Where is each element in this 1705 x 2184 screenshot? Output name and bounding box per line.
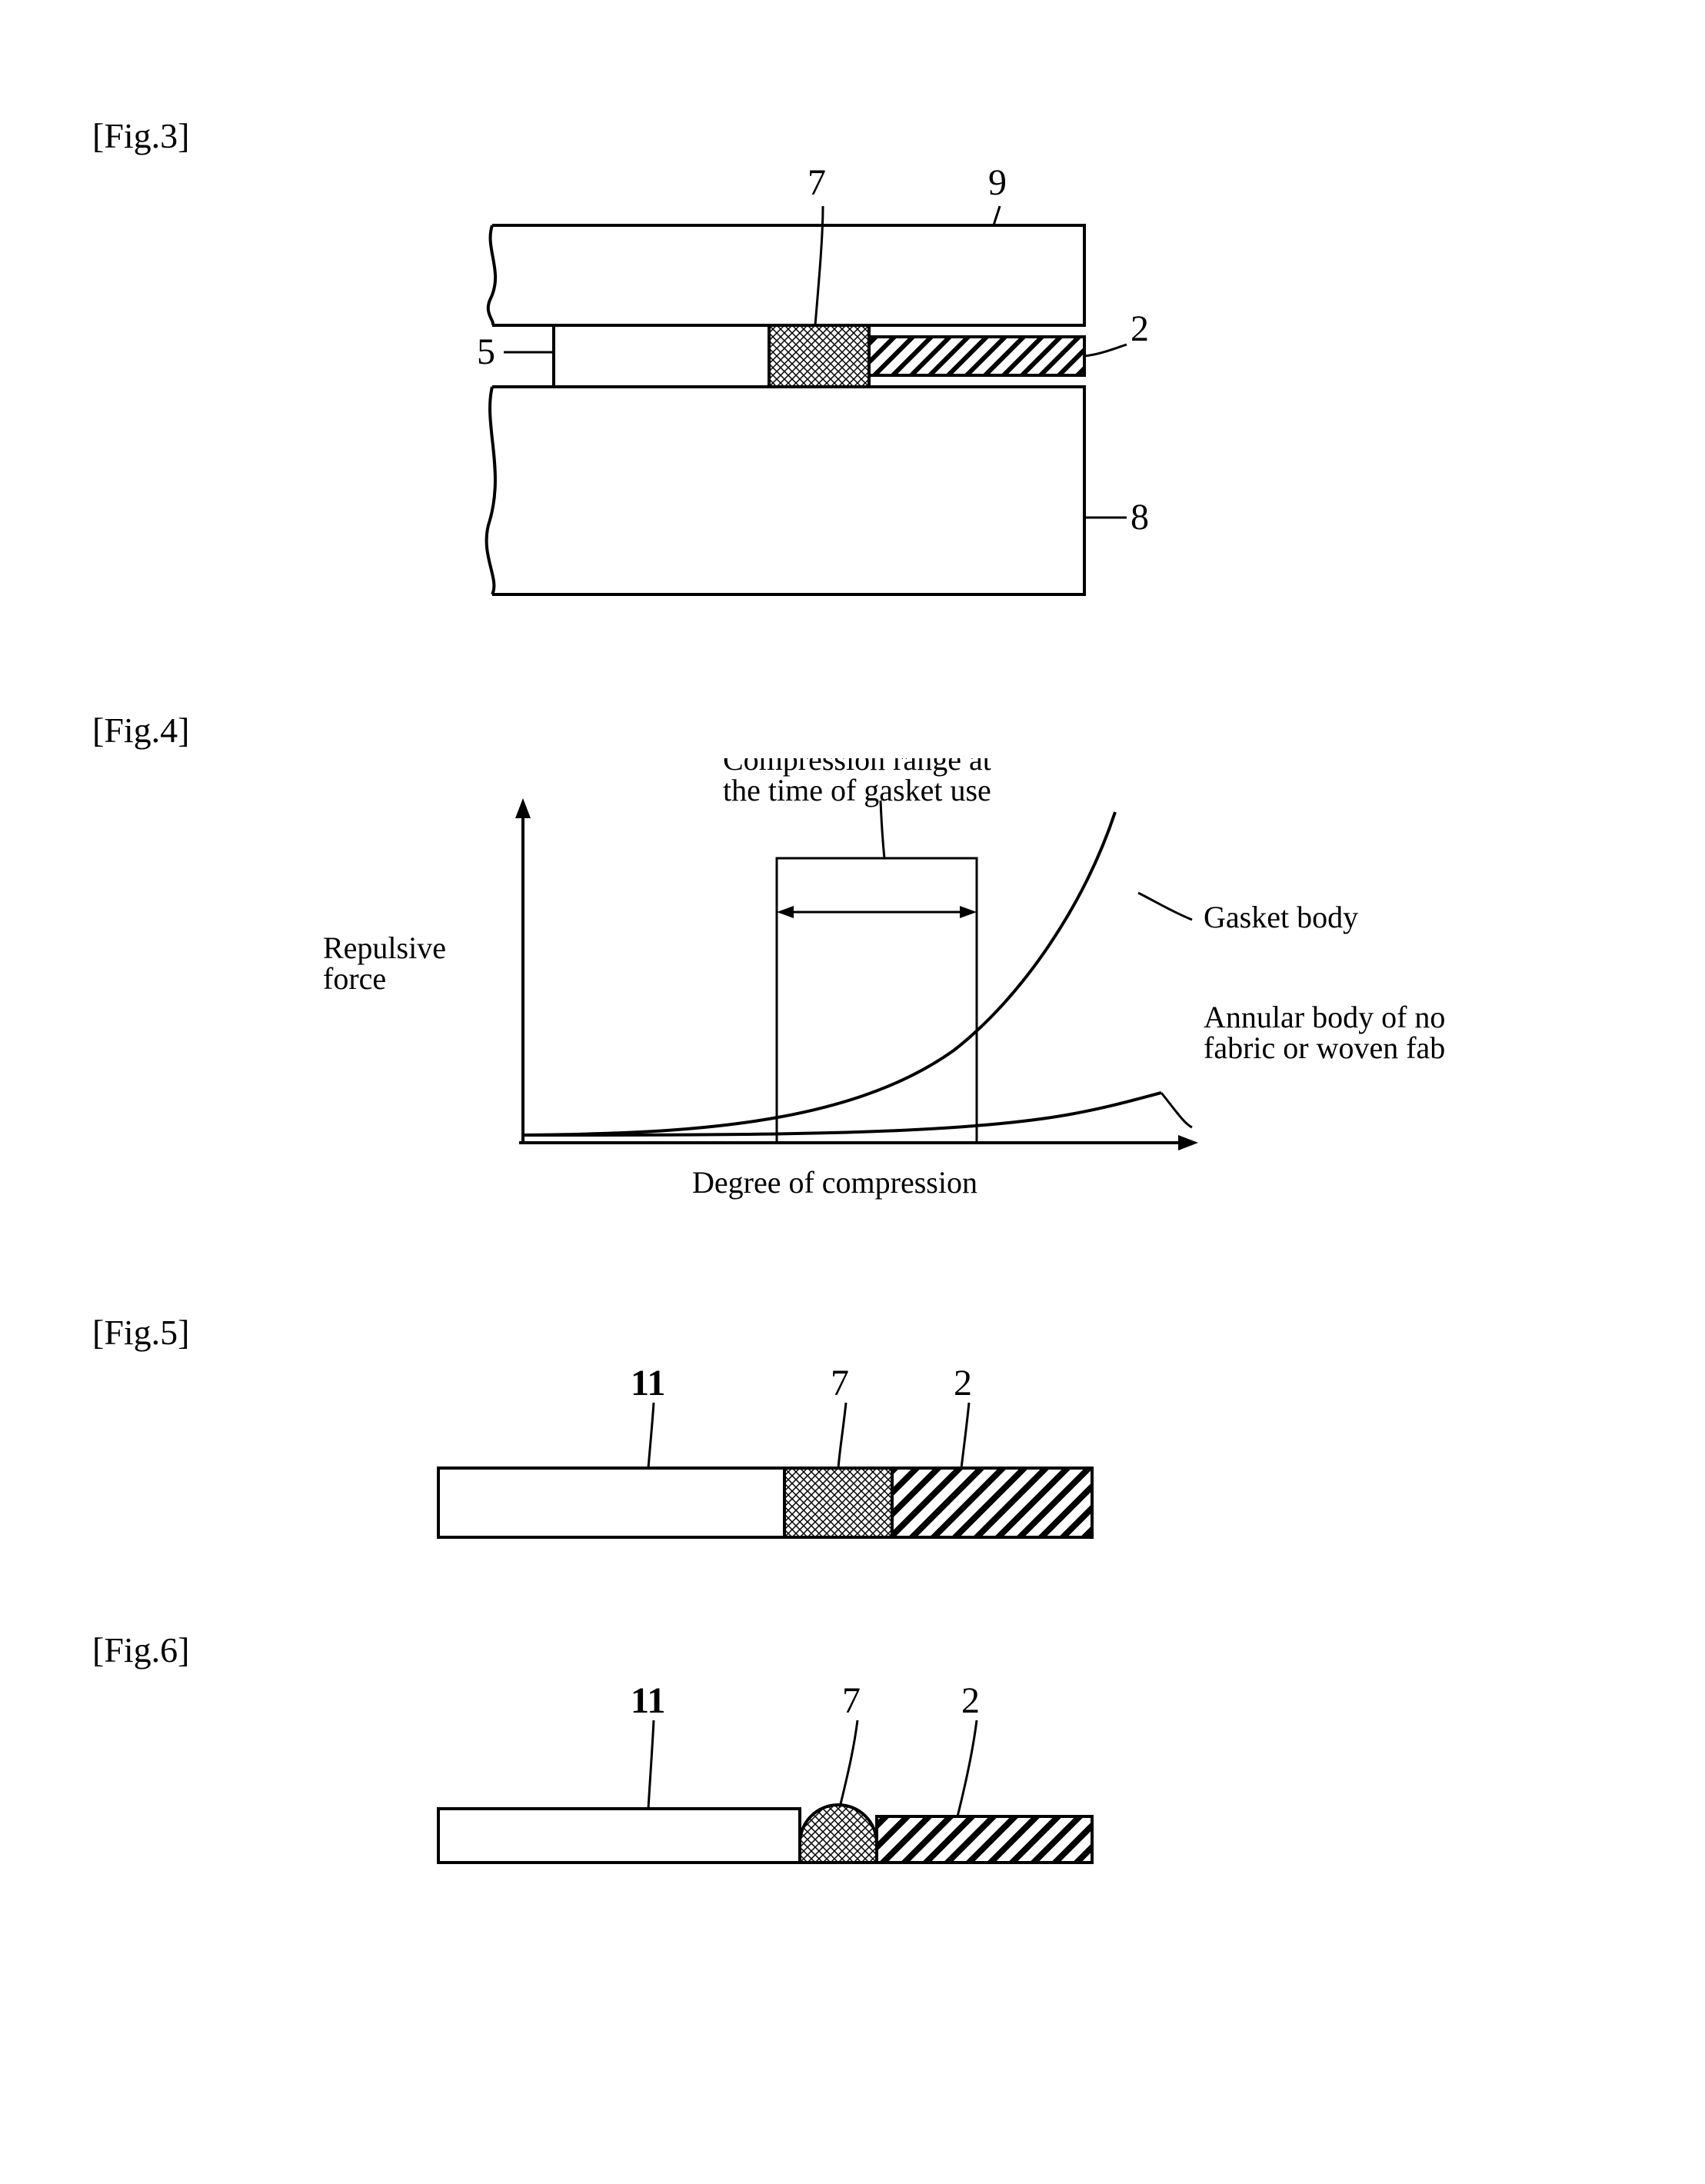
figure-4: Compression range at the time of gasket … xyxy=(292,758,1369,1243)
leadout-label-7: 7 xyxy=(831,1363,849,1403)
annular-2 xyxy=(892,1468,1092,1537)
leadout-label-2: 2 xyxy=(961,1680,980,1721)
leadout-label-7: 7 xyxy=(842,1680,861,1721)
leadout-label-2: 2 xyxy=(1131,308,1149,349)
range-caption-line2: the time of gasket use xyxy=(723,773,991,807)
leadout-label-5: 5 xyxy=(477,331,495,372)
y-axis-label-line2: force xyxy=(323,961,386,996)
leadout-label-2: 2 xyxy=(954,1363,972,1403)
lower-flange xyxy=(487,387,1084,594)
figure-5: 11 7 2 xyxy=(292,1360,1369,1560)
curve-gasket-body xyxy=(523,812,1115,1135)
compression-range-box xyxy=(777,858,977,1143)
curve2-label-line1: Annular body of non-woven xyxy=(1204,1000,1446,1034)
leadout-label-7: 7 xyxy=(808,164,826,203)
figure-label-4: [Fig.4] xyxy=(92,710,1674,751)
gasket-body-7 xyxy=(769,325,869,387)
channel-5 xyxy=(554,325,769,387)
figure-label-5: [Fig.5] xyxy=(92,1312,1674,1353)
x-axis-label: Degree of compression xyxy=(692,1165,977,1200)
body-11 xyxy=(438,1809,800,1863)
leadout-label-8: 8 xyxy=(1131,497,1149,538)
leadout-label-11: 11 xyxy=(631,1363,665,1403)
leadout-label-9: 9 xyxy=(988,164,1007,203)
annular-body-2 xyxy=(869,337,1084,375)
upper-flange xyxy=(488,225,1084,325)
leadout-label-11: 11 xyxy=(631,1680,665,1721)
curve2-label-line2: fabric or woven fabric xyxy=(1204,1030,1446,1065)
y-axis-label-line1: Repulsive xyxy=(323,931,446,965)
figure-6: 11 7 2 xyxy=(292,1678,1369,1893)
annular-2 xyxy=(877,1816,1092,1863)
curve-annular-body xyxy=(523,1093,1161,1135)
figure-3: 7 9 5 2 8 xyxy=(292,164,1369,641)
curve1-label: Gasket body xyxy=(1204,900,1358,934)
body-11 xyxy=(438,1468,784,1537)
gasket-7 xyxy=(784,1468,892,1537)
figure-label-3: [Fig.3] xyxy=(92,115,1674,156)
figure-label-6: [Fig.6] xyxy=(92,1630,1674,1670)
gasket-7-bead xyxy=(800,1805,877,1863)
